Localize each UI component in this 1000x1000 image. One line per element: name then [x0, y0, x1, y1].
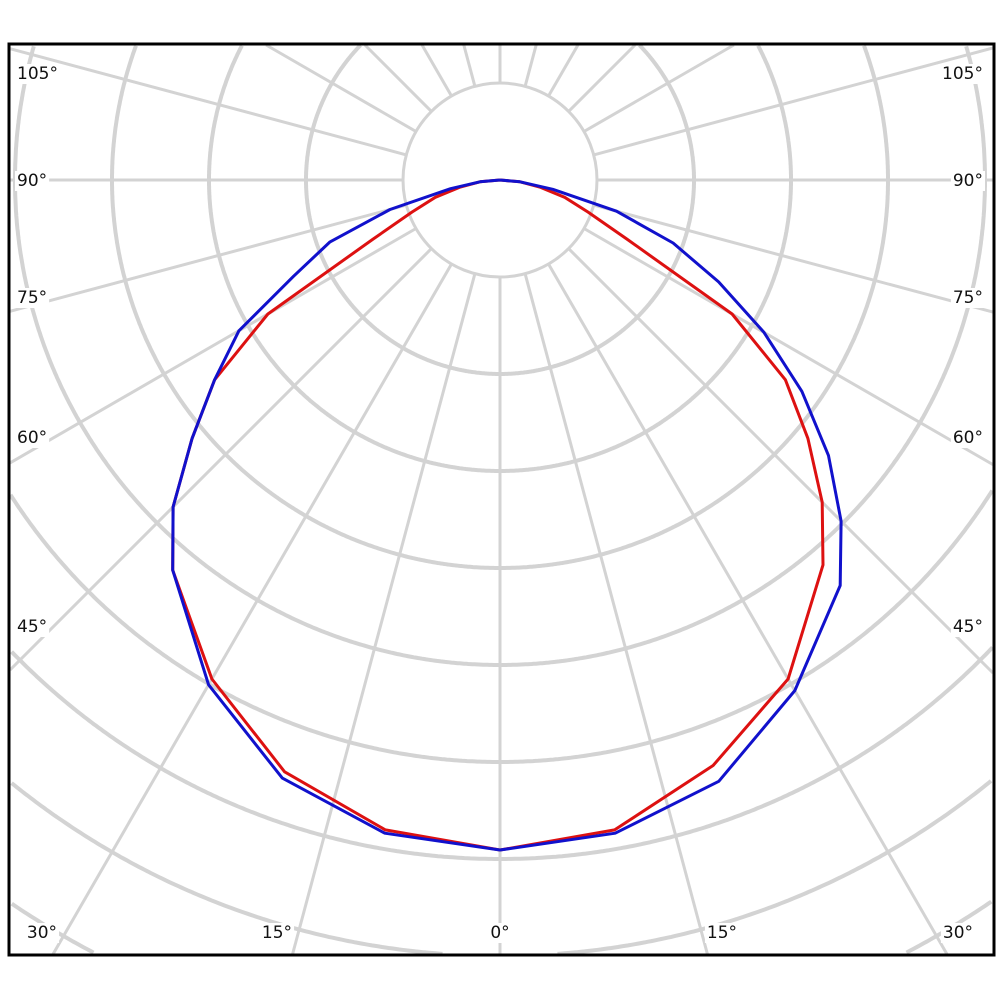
label-left-60: 60°	[17, 428, 47, 448]
radial-gridline	[547, 44, 580, 97]
radial-gridline	[51, 263, 453, 955]
radial-gridline	[567, 43, 637, 113]
label-background	[704, 923, 740, 943]
label-bottom-0: 0°	[490, 923, 509, 943]
radial-gridline	[9, 47, 407, 157]
radial-gridline	[420, 44, 453, 97]
radial-gridline	[567, 247, 995, 675]
label-left-45: 45°	[17, 617, 47, 637]
intensity-ring	[8, 493, 500, 764]
intensity-ring	[207, 44, 500, 473]
intensity-ring	[110, 44, 500, 570]
radial-gridline	[523, 273, 709, 955]
intensity-ring	[10, 650, 500, 861]
label-background	[950, 288, 985, 308]
label-background	[950, 617, 985, 637]
label-background	[15, 64, 60, 84]
label-bottom-15-right: 15°	[707, 923, 737, 943]
label-background	[15, 288, 50, 308]
label-background	[15, 428, 50, 448]
intensity-ring	[557, 779, 993, 956]
label-background	[15, 617, 50, 637]
radial-gridline	[291, 273, 477, 955]
label-bottom-15-left: 15°	[262, 923, 292, 943]
radial-gridline	[583, 227, 994, 466]
intensity-ring	[304, 43, 500, 376]
radial-gridline	[9, 203, 407, 313]
intensity-ring	[500, 489, 994, 764]
intensity-ring	[500, 44, 793, 473]
radial-gridline	[593, 203, 994, 314]
angle-labels: 105° 90° 75° 60° 45° 105° 90° 75° 60° 45…	[15, 64, 985, 943]
radial-gridline	[593, 46, 994, 157]
label-right-105: 105°	[942, 64, 983, 84]
label-right-90: 90°	[953, 171, 983, 191]
radial-gridline	[583, 43, 735, 133]
intensity-ring	[13, 45, 500, 667]
label-background	[940, 64, 985, 84]
label-background	[488, 923, 512, 943]
label-left-105: 105°	[17, 64, 58, 84]
series-line-1	[171, 178, 825, 852]
radial-gridline	[547, 263, 949, 955]
label-background	[950, 428, 985, 448]
label-left-90: 90°	[17, 171, 47, 191]
radial-gridline	[462, 44, 477, 87]
intensity-ring	[500, 44, 890, 570]
label-right-75: 75°	[953, 288, 983, 308]
curves	[171, 178, 843, 852]
label-left-75: 75°	[17, 288, 47, 308]
radial-gridline	[265, 43, 417, 133]
intensity-ring	[500, 43, 696, 376]
label-bottom-30-right: 30°	[943, 923, 973, 943]
series-line-2	[171, 178, 843, 852]
label-background	[24, 923, 60, 943]
intensity-ring	[10, 781, 443, 956]
label-right-45: 45°	[953, 617, 983, 637]
label-bottom-30-left: 30°	[27, 923, 57, 943]
label-background	[259, 923, 295, 943]
radial-gridline	[523, 44, 538, 87]
label-background	[940, 923, 976, 943]
radial-gridline	[363, 43, 433, 113]
intensity-ring	[500, 45, 987, 667]
plot-frame	[7, 42, 996, 957]
label-background	[950, 171, 985, 191]
radial-gridline	[9, 227, 417, 465]
label-right-60: 60°	[953, 428, 983, 448]
radial-gridline	[8, 247, 433, 672]
label-background	[15, 171, 50, 191]
intensity-ring	[500, 646, 994, 861]
